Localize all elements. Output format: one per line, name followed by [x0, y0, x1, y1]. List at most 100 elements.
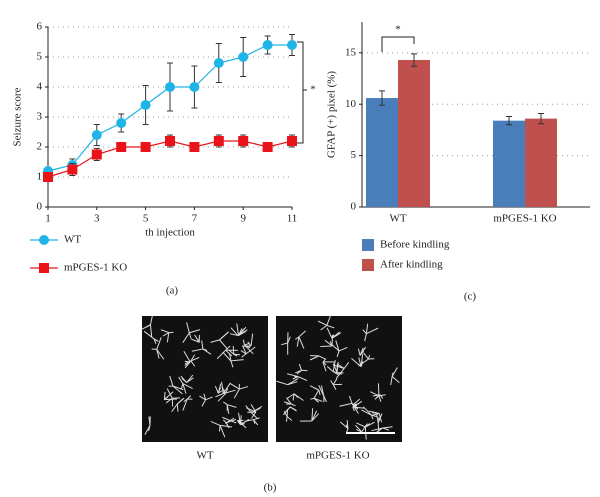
y-tick-label: 4	[37, 81, 43, 93]
astrocyte-process	[222, 419, 227, 424]
astrocyte-process	[368, 354, 371, 360]
annotation: *	[395, 24, 401, 36]
astrocyte-process	[313, 397, 319, 403]
astrocyte-process	[382, 427, 390, 431]
astrocyte-process	[320, 324, 328, 331]
y-tick-label: 10	[345, 98, 357, 110]
y-tick-label: 5	[37, 51, 43, 63]
astrocyte-process	[244, 344, 254, 355]
astrocyte-process	[182, 398, 188, 411]
bar	[366, 98, 398, 207]
astrocyte-process	[287, 377, 299, 386]
astrocyte-process	[311, 410, 318, 422]
astrocyte-process	[311, 408, 314, 422]
astrocyte-process	[205, 396, 213, 401]
astrocyte-process	[294, 336, 300, 340]
astrocyte-process	[191, 338, 200, 343]
astrocyte-process	[180, 375, 187, 383]
astrocyte-process	[313, 387, 320, 391]
astrocyte-process	[219, 331, 230, 341]
astrocyte-process	[287, 336, 291, 344]
astrocyte-process	[244, 344, 251, 349]
astrocyte-process	[156, 349, 165, 360]
legend-swatch	[362, 239, 374, 251]
astrocyte-process	[281, 342, 288, 346]
astrocyte-process	[298, 330, 307, 338]
astrocyte-process	[250, 404, 257, 413]
astrocyte-process	[352, 406, 355, 412]
x-axis-label: th injection	[145, 227, 195, 239]
marker	[67, 164, 78, 175]
astrocyte-process	[144, 425, 151, 435]
y-axis-label: GFAP (+) pixel (%)	[326, 71, 338, 158]
astrocyte-process	[182, 332, 190, 343]
astrocyte-process	[242, 346, 247, 354]
astrocyte-process	[166, 332, 170, 343]
marker	[213, 58, 224, 68]
astrocyte-process	[332, 378, 338, 385]
image-label: WT	[196, 450, 213, 462]
astrocyte-process	[222, 351, 232, 362]
astrocyte-process	[371, 427, 383, 432]
x-tick-label: 5	[143, 213, 149, 225]
astrocyte-process	[186, 374, 194, 383]
astrocyte-process	[296, 369, 302, 375]
astrocyte-process	[227, 404, 237, 408]
astrocyte-process	[346, 428, 349, 433]
x-tick-label: WT	[389, 213, 406, 225]
astrocyte-process	[251, 411, 257, 419]
x-tick-label: 1	[45, 213, 51, 225]
marker	[189, 82, 200, 92]
astrocyte-process	[287, 373, 299, 378]
astrocyte-process	[186, 395, 192, 400]
astrocyte-process	[378, 394, 386, 397]
astrocyte-process	[164, 391, 174, 401]
astrocyte-process	[230, 359, 244, 362]
astrocyte-process	[286, 416, 293, 421]
marker	[189, 142, 200, 152]
astrocyte-process	[178, 376, 184, 384]
astrocyte-process	[190, 356, 200, 362]
legend-label: WT	[64, 234, 81, 246]
astrocyte-process	[229, 353, 232, 361]
astrocyte-process	[201, 340, 204, 350]
astrocyte-process	[309, 355, 320, 361]
astrocyte-process	[239, 386, 249, 390]
image-label: mPGES-1 KO	[306, 450, 369, 462]
astrocyte-process	[221, 381, 224, 394]
y-tick-label: 6	[37, 21, 43, 33]
astrocyte-process	[225, 422, 229, 428]
astrocyte-process	[202, 348, 212, 355]
astrocyte-process	[371, 412, 380, 414]
marker	[39, 235, 49, 245]
astrocyte-process	[371, 415, 374, 420]
marker	[140, 142, 151, 152]
astrocyte-process	[377, 413, 383, 424]
astrocyte-process	[332, 384, 337, 390]
astrocyte-process	[190, 354, 195, 362]
astrocyte-process	[339, 421, 349, 429]
astrocyte-process	[216, 349, 226, 360]
astrocyte-process	[336, 350, 340, 358]
astrocyte-process	[238, 326, 247, 336]
astrocyte-process	[326, 324, 335, 329]
x-tick-label: 3	[94, 213, 100, 225]
astrocyte-process	[217, 393, 226, 402]
astrocyte-image	[276, 316, 402, 442]
astrocyte-process	[287, 393, 295, 399]
bar	[493, 120, 525, 207]
astrocyte-process	[218, 425, 221, 432]
astrocyte-process	[332, 371, 340, 376]
astrocyte-process	[333, 363, 338, 373]
marker	[287, 40, 297, 50]
astrocyte-process	[297, 376, 308, 382]
astrocyte-process	[326, 315, 331, 326]
legend-label: Before kindling	[380, 239, 450, 251]
astrocyte-process	[156, 337, 162, 350]
panel-label: (c)	[464, 291, 477, 303]
marker	[238, 136, 249, 146]
astrocyte-process	[191, 348, 204, 352]
astrocyte-process	[242, 339, 245, 346]
astrocyte-process	[285, 406, 291, 413]
error-bar	[379, 90, 385, 106]
